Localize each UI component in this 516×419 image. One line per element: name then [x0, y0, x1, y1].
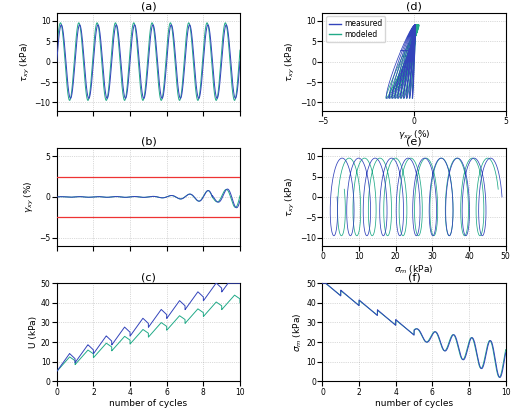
Text: (d): (d) [406, 2, 422, 12]
Y-axis label: $\tau_{xy}$ (kPa): $\tau_{xy}$ (kPa) [284, 177, 297, 217]
Text: (e): (e) [406, 137, 422, 147]
Y-axis label: $\tau_{xy}$ (kPa): $\tau_{xy}$ (kPa) [19, 41, 31, 82]
Y-axis label: $\tau_{xy}$ (kPa): $\tau_{xy}$ (kPa) [284, 41, 297, 82]
Text: (a): (a) [140, 2, 156, 12]
Y-axis label: $\gamma_{xy}$ (%): $\gamma_{xy}$ (%) [23, 181, 37, 213]
X-axis label: $\gamma_{xy}$ (%): $\gamma_{xy}$ (%) [398, 129, 430, 142]
Text: (f): (f) [408, 272, 421, 282]
Legend: measured, modeled: measured, modeled [326, 16, 385, 42]
X-axis label: $\sigma_m$ (kPa): $\sigma_m$ (kPa) [394, 264, 434, 277]
X-axis label: number of cycles: number of cycles [109, 399, 187, 409]
Y-axis label: $\sigma_m$ (kPa): $\sigma_m$ (kPa) [291, 313, 304, 352]
Y-axis label: U (kPa): U (kPa) [29, 316, 38, 348]
Text: (c): (c) [141, 272, 156, 282]
Text: (b): (b) [140, 137, 156, 147]
X-axis label: number of cycles: number of cycles [375, 399, 453, 409]
